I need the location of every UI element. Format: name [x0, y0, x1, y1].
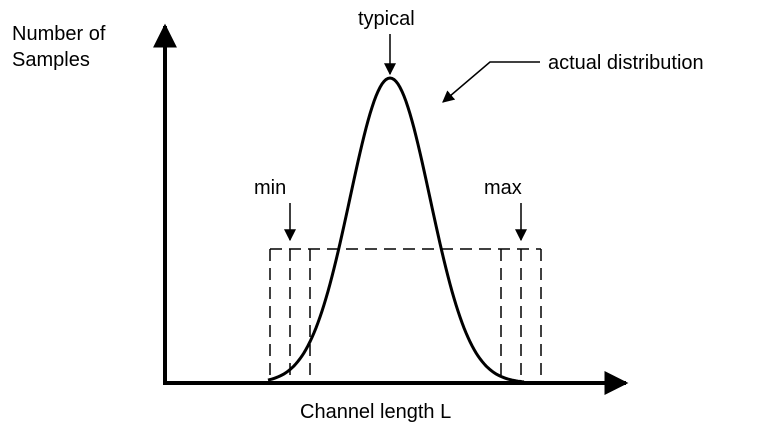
- distribution-curve: [267, 76, 525, 384]
- x-axis-label: Channel length L: [300, 401, 451, 423]
- y-axis-label: Samples: [12, 49, 90, 71]
- actual-arrow: [442, 61, 540, 103]
- typical-label: typical: [358, 8, 415, 30]
- uniform-bounds: [269, 248, 542, 383]
- actual-label: actual distribution: [548, 52, 704, 74]
- y-axis-label: Number of: [12, 23, 106, 45]
- min-label: min: [254, 177, 286, 199]
- max-label: max: [484, 177, 522, 199]
